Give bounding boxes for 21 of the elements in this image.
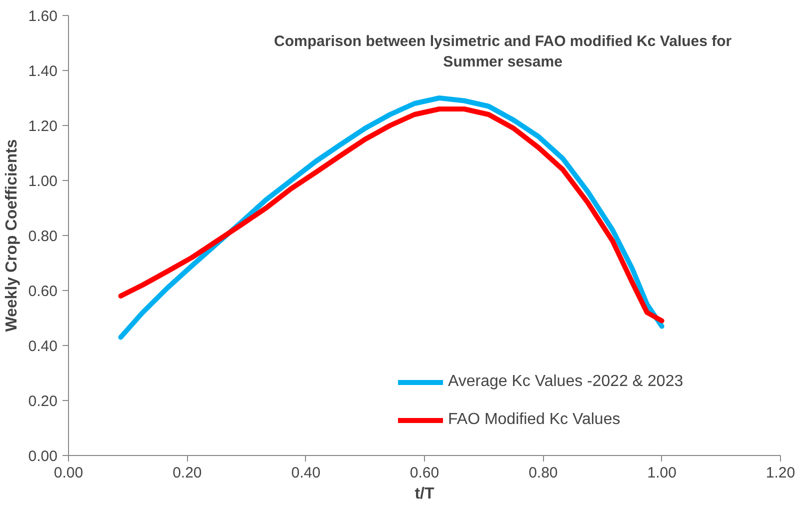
y-tick-label: 1.60	[28, 8, 58, 25]
x-tick-label: 0.60	[410, 464, 440, 482]
y-tick-label: 1.00	[28, 173, 58, 190]
x-axis-title: t/T	[414, 486, 434, 502]
y-tick-label: 0.00	[28, 448, 58, 465]
x-tick-label: 0.80	[528, 464, 558, 482]
y-tick-label: 1.20	[28, 118, 58, 135]
x-tick-label: 1.20	[766, 464, 796, 482]
x-tick-label: 0.20	[172, 464, 202, 482]
legend-label: Average Kc Values -2022 & 2023	[448, 373, 684, 391]
y-tick-label: 0.80	[28, 228, 58, 245]
y-tick-label: 0.20	[28, 393, 58, 410]
y-axis-title: Weekly Crop Coefficients	[3, 139, 20, 332]
legend-label: FAO Modified Kc Values	[448, 411, 620, 429]
text: Comparison between lysimetric and FAO modified Kc Values for Summer sesame	[274, 33, 732, 70]
x-tick-label: 0.00	[54, 464, 84, 482]
x-tick-label: 1.00	[647, 464, 676, 482]
y-tick-label: 0.40	[28, 338, 58, 355]
y-tick-label: 1.40	[28, 63, 58, 80]
x-tick-label: 0.40	[291, 464, 320, 482]
y-tick-label: 0.60	[28, 283, 58, 300]
